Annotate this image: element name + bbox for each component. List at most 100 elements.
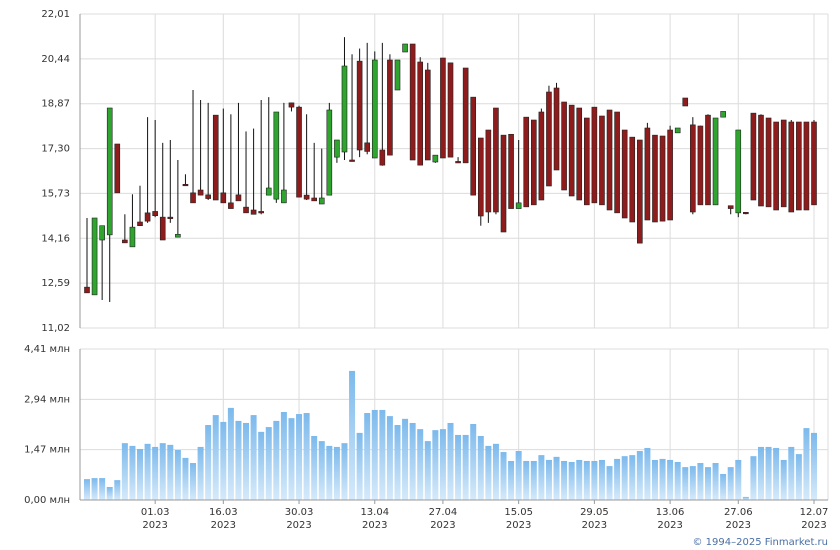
candle-body — [409, 43, 416, 161]
volume-bar — [265, 427, 272, 500]
candle-body — [485, 129, 492, 213]
candle-body — [576, 107, 583, 201]
candle-body — [500, 134, 507, 233]
candle-body — [84, 286, 90, 294]
volume-bar — [129, 445, 136, 500]
volume-bar — [598, 459, 605, 500]
candle-body — [303, 194, 310, 200]
volume-bar — [439, 429, 446, 500]
candle-body — [394, 59, 401, 91]
x-tick-label: 13.06 — [656, 507, 685, 518]
candle-body — [637, 139, 643, 244]
candle-body — [159, 216, 166, 241]
x-tick-label: 27.06 — [724, 507, 753, 518]
candle-body — [538, 111, 545, 201]
x-tick-label: 2023 — [211, 520, 236, 531]
candle-body — [402, 43, 408, 53]
volume-bar — [553, 456, 560, 500]
candle-body — [659, 135, 666, 222]
candle-body — [690, 124, 696, 213]
volume-bar — [174, 450, 181, 500]
y-tick-label: 0,00 млн — [24, 495, 70, 506]
candle-body — [553, 87, 560, 171]
candle-body — [106, 107, 113, 236]
volume-bar — [311, 435, 318, 500]
candle-body — [190, 192, 196, 204]
volume-bar — [636, 451, 643, 500]
candle-body — [508, 133, 514, 209]
candle-body — [629, 136, 636, 223]
volume-bar — [614, 458, 621, 500]
volume-bar — [651, 459, 658, 500]
volume-bar — [432, 430, 439, 500]
volume-bar — [583, 460, 590, 500]
candle-body — [811, 121, 817, 206]
x-tick-label: 2023 — [142, 520, 167, 531]
volume-bar — [538, 455, 545, 500]
volume-bar — [99, 478, 106, 500]
volume-bar — [727, 467, 734, 500]
x-tick-label: 13.04 — [360, 507, 389, 518]
candle-body — [591, 106, 598, 204]
candle-body — [91, 217, 98, 296]
candle-body — [212, 114, 219, 201]
volume-bar — [220, 421, 227, 500]
volume-bar — [568, 461, 575, 500]
x-tick-label: 27.04 — [429, 507, 458, 518]
volume-bar — [258, 431, 265, 500]
volume-bar — [114, 480, 121, 500]
candle-body — [296, 106, 302, 198]
candle-body — [705, 114, 711, 206]
y-tick-label: 12,59 — [41, 278, 70, 289]
y-tick-label: 17,30 — [41, 144, 70, 155]
candle-body — [220, 192, 227, 204]
candle-body — [349, 159, 355, 162]
candle-body — [175, 233, 181, 238]
candle-body — [417, 61, 424, 166]
x-tick-label: 2023 — [362, 520, 387, 531]
candle-body — [712, 117, 719, 206]
volume-bar — [667, 459, 674, 500]
volume-bar — [386, 416, 393, 500]
x-tick-label: 2023 — [506, 520, 531, 531]
volume-bar — [470, 423, 477, 500]
volume-bar — [795, 454, 802, 500]
volume-bar — [591, 460, 598, 500]
y-tick-label: 2,94 млн — [24, 394, 70, 405]
candle-body — [326, 109, 333, 196]
volume-bar — [144, 443, 151, 500]
volume-bar — [515, 451, 522, 500]
candle-body — [614, 111, 620, 214]
candle-body — [523, 116, 530, 208]
volume-bar — [712, 463, 719, 500]
candle-body — [674, 127, 681, 134]
volume-bar — [803, 428, 810, 500]
volume-bar — [243, 422, 250, 500]
y-tick-label: 4,41 млн — [24, 344, 70, 355]
candle-body — [318, 197, 325, 205]
candle-body — [273, 111, 280, 200]
volume-bar — [190, 463, 197, 500]
candle-body — [129, 226, 136, 248]
volume-bar — [750, 456, 757, 500]
volume-bar — [742, 496, 749, 500]
x-tick-label: 2023 — [726, 520, 751, 531]
candle-body — [477, 137, 484, 217]
candle-body — [697, 125, 704, 206]
volume-bar — [485, 445, 492, 500]
candle-body — [621, 129, 628, 219]
volume-bar — [545, 459, 552, 500]
volume-bar — [296, 414, 303, 500]
volume-bar — [765, 446, 772, 500]
volume-bar — [91, 478, 98, 500]
candle-body — [387, 59, 393, 156]
candle-body — [228, 202, 234, 209]
volume-bar — [121, 443, 128, 500]
x-tick-label: 2023 — [430, 520, 455, 531]
volume-bar — [167, 444, 174, 500]
candle-body — [780, 119, 787, 208]
candle-body — [584, 117, 590, 206]
volume-bar — [523, 460, 530, 500]
volume-bar — [704, 467, 711, 500]
candle-body — [644, 127, 651, 221]
